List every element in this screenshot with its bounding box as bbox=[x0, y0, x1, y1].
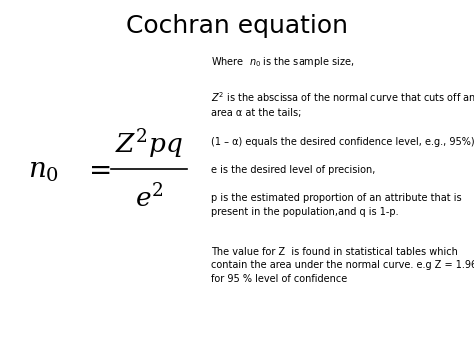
Text: e is the desired level of precision,: e is the desired level of precision, bbox=[211, 165, 375, 175]
Text: p is the estimated proportion of an attribute that is
present in the population,: p is the estimated proportion of an attr… bbox=[211, 193, 462, 217]
Text: The value for Z  is found in statistical tables which
contain the area under the: The value for Z is found in statistical … bbox=[211, 247, 474, 284]
Text: $n_0$: $n_0$ bbox=[28, 157, 59, 184]
Text: Where  $n_0$ is the sample size,: Where $n_0$ is the sample size, bbox=[211, 55, 355, 69]
Text: (1 – α) equals the desired confidence level, e.g., 95%);: (1 – α) equals the desired confidence le… bbox=[211, 137, 474, 147]
Text: Cochran equation: Cochran equation bbox=[126, 14, 348, 38]
Text: $Z^2pq$: $Z^2pq$ bbox=[115, 127, 183, 160]
Text: $e^2$: $e^2$ bbox=[135, 185, 164, 213]
Text: $Z^2$ is the abscissa of the normal curve that cuts off an
area α at the tails;: $Z^2$ is the abscissa of the normal curv… bbox=[211, 91, 474, 118]
Text: $=$: $=$ bbox=[83, 155, 111, 182]
